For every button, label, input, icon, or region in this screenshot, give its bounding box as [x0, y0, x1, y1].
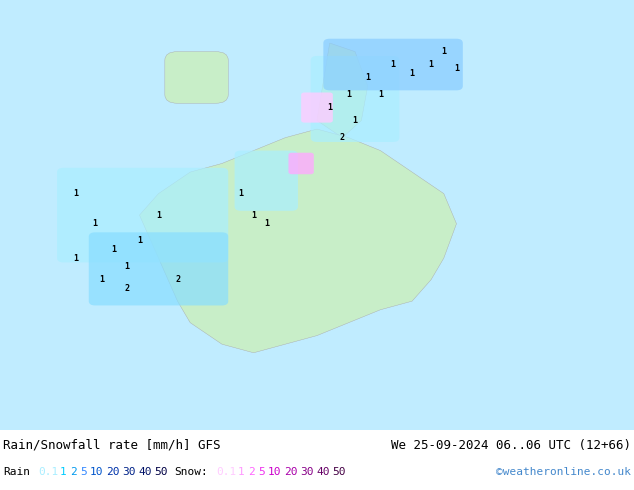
Text: 1: 1 — [251, 211, 256, 220]
Text: 0.1: 0.1 — [38, 467, 58, 477]
Text: 1: 1 — [327, 103, 332, 112]
Polygon shape — [139, 129, 456, 353]
Text: 1: 1 — [264, 219, 269, 228]
Text: 1: 1 — [124, 262, 129, 271]
Text: 1: 1 — [74, 254, 79, 263]
Text: 1: 1 — [238, 189, 243, 198]
Text: 1: 1 — [156, 211, 161, 220]
Text: 1: 1 — [365, 73, 370, 82]
Text: 1: 1 — [99, 275, 104, 284]
FancyBboxPatch shape — [301, 93, 333, 122]
FancyBboxPatch shape — [235, 150, 298, 211]
Text: 1: 1 — [346, 90, 351, 99]
Text: 10: 10 — [90, 467, 103, 477]
FancyBboxPatch shape — [323, 39, 463, 90]
Text: 2: 2 — [340, 133, 345, 142]
Text: 50: 50 — [154, 467, 167, 477]
Text: 1: 1 — [137, 236, 142, 245]
Text: ©weatheronline.co.uk: ©weatheronline.co.uk — [496, 467, 631, 477]
Text: 20: 20 — [284, 467, 297, 477]
FancyBboxPatch shape — [89, 232, 228, 305]
Text: 0.1: 0.1 — [216, 467, 236, 477]
Text: 1: 1 — [410, 69, 415, 77]
Text: 1: 1 — [429, 60, 434, 69]
Text: 2: 2 — [175, 275, 180, 284]
Text: 2: 2 — [248, 467, 255, 477]
FancyBboxPatch shape — [165, 51, 228, 103]
Text: 1: 1 — [378, 90, 383, 99]
FancyBboxPatch shape — [288, 153, 314, 174]
Polygon shape — [317, 43, 368, 138]
Text: Rain: Rain — [3, 467, 30, 477]
Text: 5: 5 — [80, 467, 87, 477]
Text: 2: 2 — [124, 284, 129, 293]
Text: 1: 1 — [112, 245, 117, 254]
Text: 10: 10 — [268, 467, 281, 477]
Text: Rain/Snowfall rate [mm/h] GFS: Rain/Snowfall rate [mm/h] GFS — [3, 439, 221, 452]
Text: 5: 5 — [258, 467, 265, 477]
Text: We 25-09-2024 06..06 UTC (12+66): We 25-09-2024 06..06 UTC (12+66) — [391, 439, 631, 452]
Text: 2: 2 — [70, 467, 77, 477]
Text: 1: 1 — [391, 60, 396, 69]
Text: 1: 1 — [93, 219, 98, 228]
Text: 40: 40 — [316, 467, 330, 477]
FancyBboxPatch shape — [57, 168, 228, 263]
Text: 30: 30 — [122, 467, 136, 477]
Text: 1: 1 — [74, 189, 79, 198]
Text: 1: 1 — [441, 47, 446, 56]
Text: 50: 50 — [332, 467, 346, 477]
Text: 1: 1 — [353, 116, 358, 125]
Text: 1: 1 — [238, 467, 245, 477]
Text: 20: 20 — [106, 467, 119, 477]
Text: Snow:: Snow: — [174, 467, 208, 477]
Text: 30: 30 — [300, 467, 313, 477]
Text: 1: 1 — [454, 64, 459, 74]
Text: 1: 1 — [60, 467, 67, 477]
FancyBboxPatch shape — [311, 56, 399, 142]
Text: 40: 40 — [138, 467, 152, 477]
